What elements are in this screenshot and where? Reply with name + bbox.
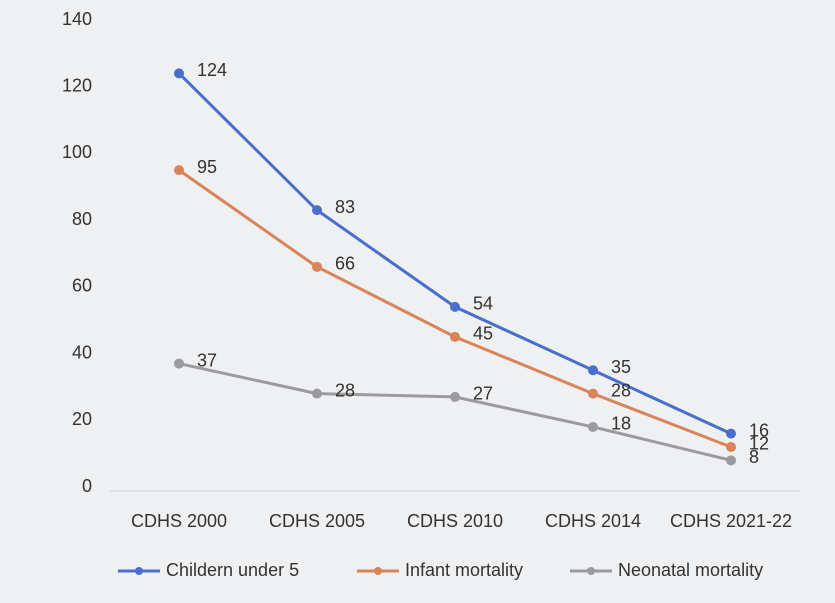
data-point: [450, 301, 460, 312]
data-label: 8: [749, 447, 759, 467]
x-tick-label: CDHS 2000: [131, 511, 227, 531]
y-tick-label: 80: [72, 209, 92, 229]
legend-marker: [587, 567, 595, 575]
data-label: 66: [335, 254, 355, 274]
data-label: 54: [473, 294, 493, 314]
data-label: 12: [749, 434, 769, 454]
data-label: 28: [611, 380, 631, 400]
data-label: 35: [611, 357, 631, 377]
y-tick-label: 0: [82, 476, 92, 496]
data-point: [726, 428, 736, 439]
x-tick-label: CDHS 2010: [407, 511, 503, 531]
data-point: [588, 388, 598, 399]
y-tick-label: 140: [62, 9, 92, 29]
data-point: [450, 391, 460, 402]
y-tick-label: 20: [72, 409, 92, 429]
data-point: [174, 68, 184, 79]
data-label: 37: [197, 350, 217, 370]
data-point: [726, 455, 736, 466]
series-line: [177, 72, 732, 435]
data-label: 124: [197, 60, 227, 80]
data-point: [312, 388, 322, 399]
legend-marker: [135, 567, 143, 575]
legend-marker: [374, 567, 382, 575]
data-label: 95: [197, 157, 217, 177]
y-tick-label: 100: [62, 142, 92, 162]
data-point: [726, 441, 736, 452]
data-label: 18: [611, 414, 631, 434]
data-label: 16: [749, 420, 769, 440]
series-line: [178, 362, 732, 462]
x-tick-label: CDHS 2005: [269, 511, 365, 531]
data-label: 28: [335, 380, 355, 400]
y-tick-label: 120: [62, 75, 92, 95]
data-point: [312, 205, 322, 216]
data-point: [174, 358, 184, 369]
legend-label: Neonatal mortality: [618, 560, 763, 580]
data-label: 45: [473, 324, 493, 344]
y-tick-label: 60: [72, 276, 92, 296]
data-point: [450, 331, 460, 342]
legend-label: Childern under 5: [166, 560, 299, 580]
data-point: [588, 365, 598, 376]
data-label: 83: [335, 197, 355, 217]
data-label: 27: [473, 384, 493, 404]
data-point: [174, 165, 184, 176]
legend-label: Infant mortality: [405, 560, 523, 580]
data-point: [588, 421, 598, 432]
y-tick-label: 40: [72, 342, 92, 362]
data-point: [312, 261, 322, 272]
x-tick-label: CDHS 2014: [545, 511, 641, 531]
x-tick-label: CDHS 2021-22: [670, 511, 792, 531]
